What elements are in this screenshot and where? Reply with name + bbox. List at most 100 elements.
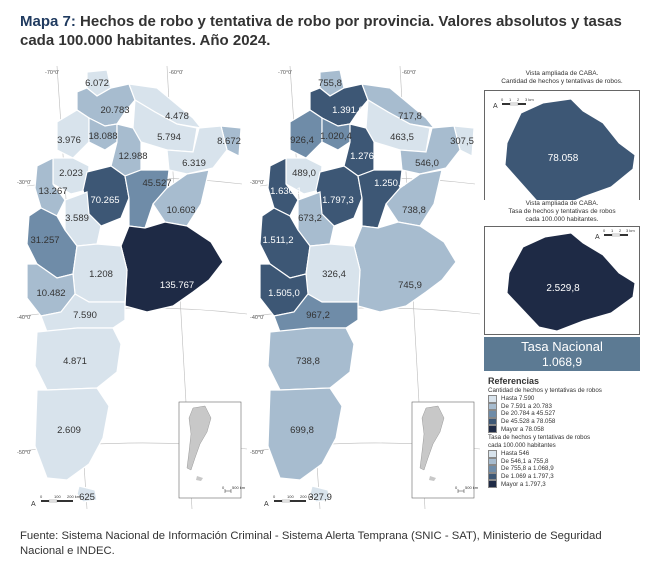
- province-value-label: 8.672: [217, 136, 241, 147]
- caba-tasa-shape: [506, 232, 636, 332]
- province-value-label: 4.478: [165, 111, 189, 122]
- caba-tasa-map: 2.529,8 A 0 1 2 3 km: [484, 226, 640, 335]
- legend-label: De 45.528 a 78.058: [501, 418, 556, 426]
- province-value-label: 4.871: [63, 356, 87, 367]
- provinces: [259, 69, 475, 503]
- province-labels: 755,8 1.391,6 717,8 307,5 463,5 546,0 926,4 1.0…: [263, 78, 474, 503]
- province-value-label: 307,5: [450, 136, 474, 147]
- national-rate-value: 1.068,9: [541, 355, 583, 369]
- north-arrow-icon: A: [493, 103, 498, 110]
- inset-map: 0 500 km: [411, 401, 479, 499]
- inset-scale-label: 500 km: [465, 485, 479, 490]
- province-value-label: 70.265: [90, 195, 119, 206]
- legend-label: De 755,8 a 1.068,9: [501, 465, 554, 473]
- province-value-label: 1.505,0: [268, 288, 300, 299]
- caba-abs-caption-1: Vista ampliada de CABA.: [525, 70, 599, 77]
- legend-item: Hasta 546: [488, 450, 648, 458]
- inset-scale-label: 500 km: [232, 485, 246, 490]
- province-value-label: 1.276,6: [350, 151, 382, 162]
- province-value-label: 31.257: [30, 235, 59, 246]
- province-value-label: 1.630,1: [270, 186, 302, 197]
- province-value-label: 546,0: [415, 158, 439, 169]
- scale-label: 100: [287, 494, 294, 499]
- map-right-svg: -70°0' -60°0' -30°0' -40°0' -50°0' 755,8…: [250, 66, 481, 509]
- caba-rate-panel: Vista ampliada de CABA. Tasa de hechos y…: [484, 200, 640, 335]
- legend-swatch: [488, 450, 497, 458]
- lat-label: -40°0': [250, 315, 264, 321]
- north-arrow-icon: A: [595, 234, 600, 241]
- lat-label: -50°0': [250, 450, 264, 456]
- province-value-label: 1.797,3: [322, 195, 354, 206]
- province-value-label: 45.527: [142, 178, 171, 189]
- provinces: [26, 69, 242, 503]
- legend-swatch: [488, 457, 497, 466]
- caba-abs-value: 78.058: [548, 153, 579, 164]
- caba-abs-map: 78.058 A 0 1 2 3 km: [484, 90, 640, 214]
- province-tierra-del-fuego: [76, 485, 98, 503]
- caba-scale-label: 1: [509, 97, 512, 102]
- province-value-label: 738,8: [296, 356, 320, 367]
- province-labels: 6.072 20.783 4.478 8.672 5.794 6.319 3.976 18.0…: [30, 78, 240, 503]
- caba-scale-label: 0: [603, 228, 606, 233]
- caba-scale-label: 3 km: [626, 228, 635, 233]
- province-value-label: 1.391,6: [332, 105, 364, 116]
- legend-label: Hasta 546: [501, 450, 530, 458]
- caba-abs-caption-2: Cantidad de hechos y tentativas de robos…: [501, 78, 623, 85]
- province-value-label: 745,9: [398, 280, 422, 291]
- province-value-label: 926,4: [290, 135, 314, 146]
- map-title-text: Hechos de robo y tentativa de robo por p…: [20, 13, 622, 49]
- legend-swatch: [488, 480, 497, 488]
- scale-label: 0: [273, 494, 276, 499]
- province-value-label: 13.267: [38, 186, 67, 197]
- lat-label: -50°0': [17, 450, 31, 456]
- province-value-label: 10.482: [36, 288, 65, 299]
- scale-label: 200 km: [67, 494, 81, 499]
- legend-tasa-title-2: cada 100.000 habitantes: [488, 441, 556, 449]
- province-entre-r-os: [385, 169, 443, 227]
- legend-item: De 20.784 a 45.527: [488, 410, 648, 418]
- province-value-label: 1.020,4: [320, 131, 352, 142]
- province-san-juan: [267, 157, 299, 217]
- legend-label: Mayor a 1.797,3: [501, 480, 546, 488]
- province-buenos-aires: [353, 221, 457, 313]
- province-value-label: 738,8: [402, 205, 426, 216]
- province-value-label: 327,9: [308, 492, 332, 503]
- province-value-label: 10.603: [166, 205, 195, 216]
- source-note: Fuente: Sistema Nacional de Información …: [20, 530, 602, 557]
- legend-swatch: [488, 465, 497, 473]
- legend-label: De 7.591 a 20.783: [501, 402, 552, 410]
- north-arrow-icon: A: [264, 501, 269, 508]
- legend-item: De 1.069 a 1.797,3: [488, 472, 648, 481]
- province-value-label: 6.319: [182, 158, 206, 169]
- scale-bar: A 0 100 200 km: [264, 494, 314, 508]
- scale-bar: A 0 100 200 km: [31, 494, 81, 508]
- province-value-label: 625: [79, 492, 95, 503]
- province-chubut: [34, 327, 122, 391]
- province-value-label: 135.767: [160, 280, 194, 291]
- scale-label: 200 km: [300, 494, 314, 499]
- legend-item: De 546,1 a 755,8: [488, 457, 648, 466]
- province-value-label: 3.589: [65, 213, 89, 224]
- legend-swatch: [488, 425, 497, 433]
- map-left-svg: -70°0' -60°0' -30°0' -40°0' -50°0' 6.072…: [17, 66, 248, 509]
- scale-label: 0: [40, 494, 43, 499]
- legend-label: Hasta 7.590: [501, 395, 535, 403]
- legend-label: De 546,1 a 755,8: [501, 457, 549, 465]
- caba-scale-label: 1: [611, 228, 614, 233]
- caba-abs-shape: [504, 98, 636, 210]
- legend-tasa-title-1: Tasa de hechos y tentativas de robos: [488, 433, 591, 441]
- national-rate-box: Tasa Nacional 1.068,9: [484, 337, 640, 371]
- province-value-label: 3.976: [57, 135, 81, 146]
- caba-tasa-value: 2.529,8: [546, 283, 580, 294]
- scale-label: 100: [54, 494, 61, 499]
- province-value-label: 7.590: [73, 310, 97, 321]
- lat-label: -40°0': [17, 315, 31, 321]
- province-value-label: 755,8: [318, 78, 342, 89]
- legend-item: Mayor a 78.058: [488, 425, 648, 433]
- province-value-label: 717,8: [398, 111, 422, 122]
- caba-scale-label: 2: [517, 97, 520, 102]
- map-title: Mapa 7: Hechos de robo y tentativa de ro…: [20, 12, 640, 50]
- legend-item: De 7.591 a 20.783: [488, 402, 648, 411]
- caba-absolute-panel: Vista ampliada de CABA. Cantidad de hech…: [484, 70, 640, 214]
- province-tierra-del-fuego: [309, 485, 331, 503]
